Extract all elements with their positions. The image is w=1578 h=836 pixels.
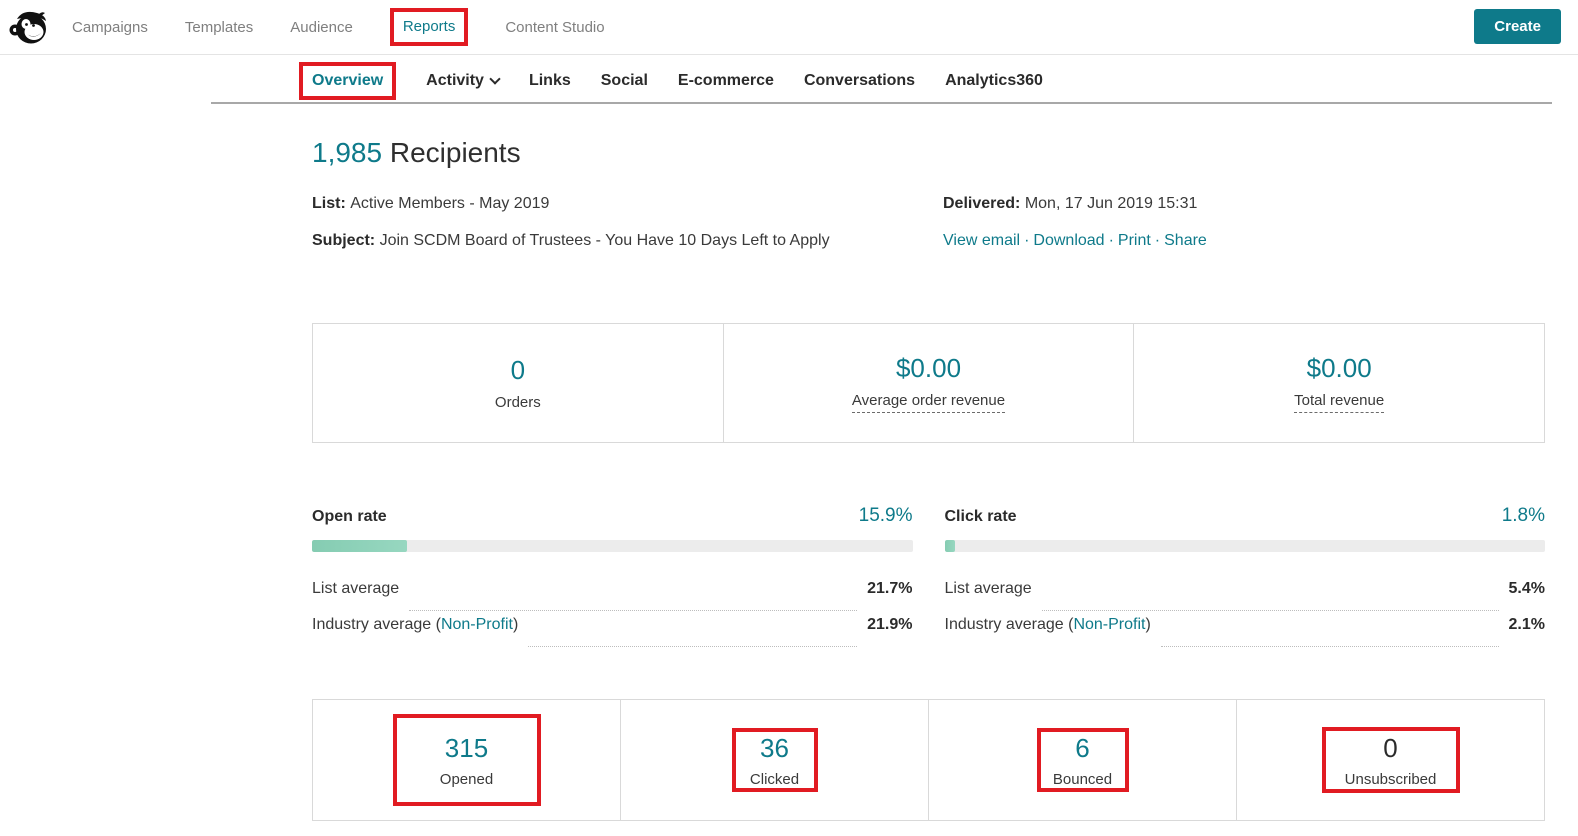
total-revenue-value: $0.00 — [1306, 353, 1372, 383]
click-rate-bar-fill — [944, 540, 956, 552]
report-tabs: Overview Activity Links Social E-commerc… — [299, 62, 1043, 100]
campaign-meta: List: Active Members - May 2019 Delivere… — [312, 195, 1545, 250]
bounced-label: Bounced — [1052, 770, 1113, 788]
unsubscribed-label: Unsubscribed — [1344, 770, 1437, 788]
nav-item-content-studio[interactable]: Content Studio — [505, 18, 605, 36]
top-navigation: Campaigns Templates Audience Reports Con… — [0, 0, 1578, 55]
non-profit-link[interactable]: Non-Profit — [1073, 616, 1146, 633]
unsubscribed-annotation-box: 0 Unsubscribed — [1321, 727, 1460, 793]
tabs-divider — [211, 102, 1552, 104]
subject-row: Subject: Join SCDM Board of Trustees - Y… — [312, 232, 943, 250]
list-value: Active Members - May 2019 — [350, 195, 550, 212]
open-list-average-label: List average — [312, 580, 400, 597]
dotted-leader — [1041, 610, 1499, 611]
average-order-revenue-label[interactable]: Average order revenue — [851, 392, 1006, 413]
tab-overview[interactable]: Overview — [312, 72, 384, 89]
tab-activity[interactable]: Activity — [426, 72, 501, 90]
view-email-link[interactable]: View email — [943, 232, 1021, 249]
clicked-label: Clicked — [749, 770, 800, 788]
open-industry-average-value: 21.9% — [867, 616, 913, 633]
non-profit-link[interactable]: Non-Profit — [440, 616, 513, 633]
subject-label: Subject: — [312, 232, 380, 249]
nav-item-templates[interactable]: Templates — [184, 18, 254, 36]
orders-stat: 0 Orders — [313, 324, 723, 442]
open-rate-bar-track — [312, 540, 913, 552]
action-links: View email · Download · Print · Share — [943, 232, 1545, 250]
average-order-revenue-stat: $0.00 Average order revenue — [722, 324, 1134, 442]
bounced-annotation-box: 6 Bounced — [1036, 728, 1129, 792]
tab-analytics360[interactable]: Analytics360 — [945, 72, 1043, 89]
clicked-value[interactable]: 36 — [760, 732, 789, 763]
chevron-down-icon — [489, 73, 501, 85]
recipient-count: 1,985 — [312, 137, 383, 168]
clicked-stat: 36 Clicked — [620, 700, 928, 820]
dotted-leader — [1160, 646, 1499, 647]
unsubscribed-value[interactable]: 0 — [1383, 732, 1398, 763]
total-revenue-label[interactable]: Total revenue — [1294, 392, 1385, 413]
total-revenue-stat: $0.00 Total revenue — [1133, 324, 1544, 442]
click-rate-card: Click rate 1.8% List average 5.4% Indust… — [944, 505, 1545, 652]
print-link[interactable]: Print — [1117, 232, 1151, 249]
click-rate-value: 1.8% — [1501, 505, 1545, 526]
link-separator: · — [1108, 232, 1114, 249]
opened-label: Opened — [439, 770, 494, 788]
open-rate-bar-fill — [312, 540, 408, 552]
unsubscribed-stat: 0 Unsubscribed — [1236, 700, 1544, 820]
list-row: List: Active Members - May 2019 — [312, 195, 943, 213]
reports-annotation-box: Reports — [389, 8, 469, 46]
delivered-row: Delivered: Mon, 17 Jun 2019 15:31 — [943, 195, 1545, 213]
click-list-average-row: List average 5.4% — [944, 580, 1545, 616]
click-rate-title: Click rate — [944, 508, 1017, 525]
dotted-leader — [409, 610, 858, 611]
subject-value: Join SCDM Board of Trustees - You Have 1… — [379, 232, 830, 249]
nav-item-audience[interactable]: Audience — [290, 18, 353, 36]
recipient-label: Recipients — [382, 137, 521, 168]
open-industry-average-label: Industry average (Non-Profit) — [312, 616, 519, 633]
delivered-label: Delivered: — [943, 195, 1025, 212]
orders-label: Orders — [494, 394, 541, 411]
open-rate-card: Open rate 15.9% List average 21.7% Indus… — [312, 505, 913, 652]
click-industry-average-value: 2.1% — [1508, 616, 1545, 633]
click-list-average-label: List average — [944, 580, 1032, 597]
list-label: List: — [312, 195, 351, 212]
click-industry-average-label: Industry average (Non-Profit) — [944, 616, 1151, 633]
primary-nav: Campaigns Templates Audience Reports Con… — [72, 8, 605, 46]
opened-stat: 315 Opened — [313, 700, 620, 820]
nav-item-reports[interactable]: Reports — [402, 18, 456, 35]
tab-social[interactable]: Social — [600, 72, 648, 89]
open-industry-average-row: Industry average (Non-Profit) 21.9% — [312, 616, 913, 652]
page-title: 1,985 Recipients — [312, 137, 521, 169]
click-list-average-value: 5.4% — [1508, 580, 1545, 597]
open-rate-title: Open rate — [312, 508, 387, 525]
open-list-average-value: 21.7% — [867, 580, 913, 597]
clicked-annotation-box: 36 Clicked — [731, 728, 818, 792]
orders-value: 0 — [510, 355, 526, 385]
overview-annotation-box: Overview — [299, 62, 397, 100]
click-rate-bar-track — [944, 540, 1545, 552]
opened-value[interactable]: 315 — [444, 732, 489, 763]
rates-section: Open rate 15.9% List average 21.7% Indus… — [312, 505, 1545, 652]
tab-activity-label: Activity — [426, 72, 484, 89]
delivered-value: Mon, 17 Jun 2019 15:31 — [1024, 195, 1198, 212]
mailchimp-freddie-icon[interactable] — [9, 7, 49, 49]
ecommerce-stats-panel: 0 Orders $0.00 Average order revenue $0.… — [312, 323, 1545, 443]
open-list-average-row: List average 21.7% — [312, 580, 913, 616]
bounced-value[interactable]: 6 — [1075, 732, 1090, 763]
tab-ecommerce[interactable]: E-commerce — [677, 72, 774, 89]
nav-item-campaigns[interactable]: Campaigns — [72, 18, 148, 36]
tab-conversations[interactable]: Conversations — [803, 72, 916, 89]
link-separator: · — [1154, 232, 1161, 249]
link-separator: · — [1024, 232, 1030, 249]
engagement-stats-panel: 315 Opened 36 Clicked 6 Bounced 0 Unsubs… — [312, 699, 1545, 821]
download-link[interactable]: Download — [1033, 232, 1105, 249]
dotted-leader — [528, 646, 858, 647]
opened-annotation-box: 315 Opened — [392, 714, 541, 806]
average-order-revenue-value: $0.00 — [895, 353, 962, 383]
create-button[interactable]: Create — [1474, 9, 1561, 44]
click-industry-average-row: Industry average (Non-Profit) 2.1% — [944, 616, 1545, 652]
share-link[interactable]: Share — [1164, 232, 1207, 249]
bounced-stat: 6 Bounced — [928, 700, 1236, 820]
open-rate-value: 15.9% — [858, 505, 913, 526]
tab-links[interactable]: Links — [528, 72, 571, 89]
